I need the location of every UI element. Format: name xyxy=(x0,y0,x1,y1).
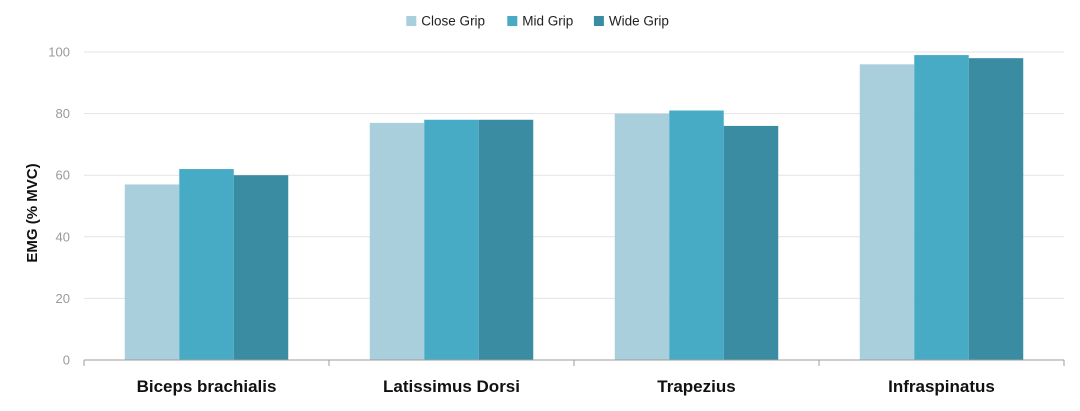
x-category-label: Trapezius xyxy=(657,377,735,396)
legend-item-label: Close Grip xyxy=(421,14,485,29)
bar xyxy=(614,113,670,360)
legend-swatch xyxy=(593,16,604,26)
legend-swatch xyxy=(507,16,518,26)
legend-item-label: Wide Grip xyxy=(609,14,669,29)
bar xyxy=(233,175,289,360)
x-category-label: Biceps brachialis xyxy=(137,377,277,396)
bar xyxy=(369,122,425,360)
x-category-label: Latissimus Dorsi xyxy=(383,377,520,396)
y-tick-label: 40 xyxy=(56,229,70,244)
legend: Close Grip Mid Grip Wide Grip xyxy=(406,14,669,29)
y-axis-label: EMG (% MVC) xyxy=(24,163,41,262)
y-tick-label: 100 xyxy=(48,45,70,60)
x-category-label: Infraspinatus xyxy=(888,377,995,396)
y-tick-label: 0 xyxy=(63,353,70,368)
y-tick-label: 80 xyxy=(56,106,70,121)
bar xyxy=(669,110,724,361)
bar xyxy=(424,119,479,360)
axes: 0 20 40 60 80 100 Biceps brachialis Latissimus … xyxy=(48,45,1065,396)
bar xyxy=(914,55,969,361)
legend-item-label: Mid Grip xyxy=(522,14,573,29)
bar xyxy=(179,169,234,360)
y-tick-label: 60 xyxy=(56,168,70,183)
bar xyxy=(478,119,534,360)
legend-swatch xyxy=(406,16,417,26)
bar xyxy=(859,64,915,360)
bar xyxy=(723,125,779,360)
y-tick-label: 20 xyxy=(56,291,70,306)
bar xyxy=(124,184,180,360)
bar xyxy=(968,58,1024,360)
bars xyxy=(124,55,1024,361)
